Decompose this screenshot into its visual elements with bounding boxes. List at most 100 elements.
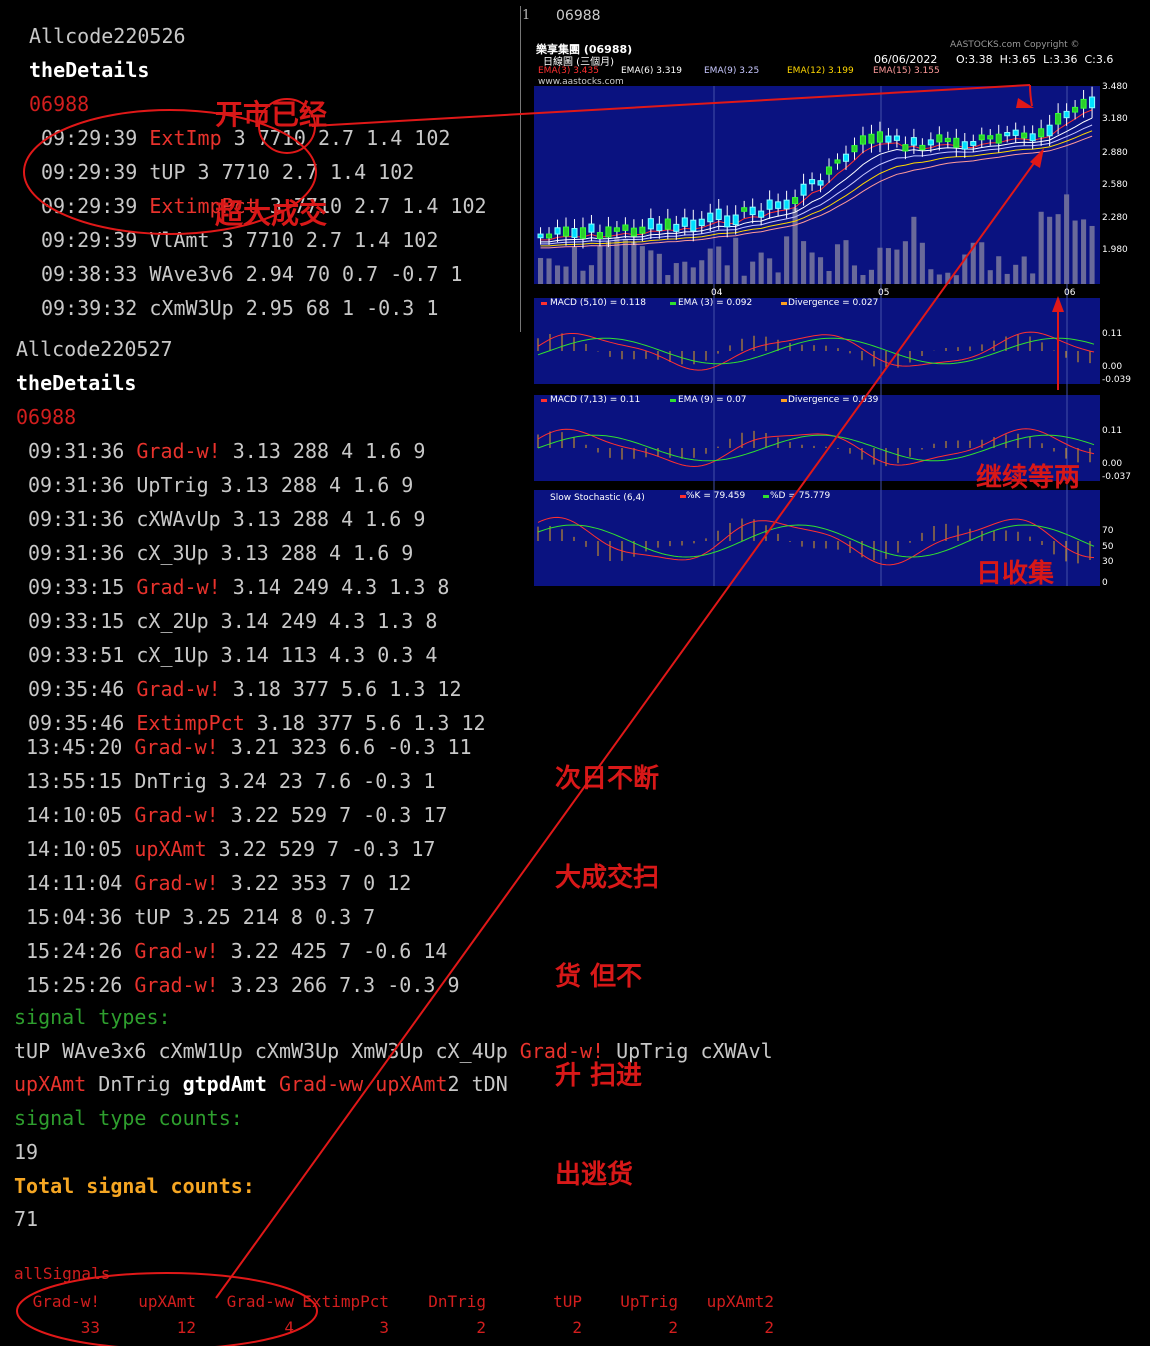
volume-bar	[665, 275, 671, 284]
macd1-ema-label: EMA (3) = 0.092	[678, 298, 753, 308]
volume-bar	[673, 263, 679, 284]
candle-body	[579, 227, 587, 239]
legend-swatch	[541, 399, 547, 402]
row-signal: WAve3v6	[149, 262, 234, 286]
chart-ohlc: O:3.38 H:3.65 L:3.36 C:3.6	[956, 53, 1114, 66]
day1-stock-code: 06988	[29, 92, 90, 116]
signal-type-counts-label: signal type counts:	[14, 1106, 243, 1130]
row-values: 3.13 288 4 1.6 9	[232, 507, 426, 531]
row-values: 3.25 214 8 0.3 7	[182, 905, 376, 929]
row-values: 3.23 266 7.3 -0.3 9	[230, 973, 460, 997]
volume-bar	[885, 248, 891, 284]
volume-bar	[758, 252, 764, 284]
volume-bar	[1021, 256, 1027, 284]
ema-legend-item: EMA(6) 3.319	[621, 66, 682, 76]
volume-bar	[775, 272, 781, 284]
legend-swatch	[781, 302, 787, 305]
row-values: 3.18 377 5.6 1.3 12	[232, 677, 462, 701]
volume-bar	[707, 248, 713, 284]
chart-copyright: AASTOCKS.com Copyright ©	[950, 40, 1080, 50]
volume-bar	[648, 250, 654, 284]
price-tick-label: 2.280	[1102, 213, 1128, 223]
row-signal: cX_1Up	[136, 643, 209, 667]
all-signals-count: 33	[80, 1318, 100, 1337]
annotation-middle-line3: 货 但不	[555, 962, 643, 992]
row-values: 3.21 323 6.6 -0.3 11	[230, 735, 472, 759]
row-signal: Grad-w!	[136, 439, 221, 463]
day1-row: 09:38:33 WAve3v6 2.94 70 0.7 -0.7 1	[41, 257, 462, 291]
volume-bar	[801, 241, 807, 284]
signal-type: WAve3x6	[62, 1039, 147, 1063]
candle-body	[953, 137, 960, 148]
annotation-middle-line1: 次日不断	[555, 764, 660, 794]
all-signals-name: tUP	[553, 1292, 582, 1311]
volume-bar	[1081, 219, 1087, 284]
all-signals-name: Grad-ww	[226, 1292, 294, 1311]
ellipse-day1-rows	[23, 109, 317, 235]
candle-body	[571, 228, 578, 238]
volume-bar	[597, 245, 603, 284]
candle-body	[783, 199, 790, 210]
day1-row: 09:29:39 ExtImp 3 7710 2.7 1.4 102	[41, 121, 450, 155]
stoch-tick: 30	[1102, 557, 1114, 567]
arrow-head-diagonal	[1030, 148, 1044, 168]
macd1-label: MACD (5,10) = 0.118	[550, 298, 646, 308]
signal-type: cXmW3Up	[254, 1039, 340, 1063]
candle-body	[902, 144, 909, 152]
volume-bar	[970, 242, 976, 284]
candle-body	[1038, 128, 1045, 138]
all-signals-name: Grad-w!	[32, 1292, 100, 1311]
annotation-top: 开市已经 超大成交	[215, 32, 327, 263]
candle-body	[1063, 110, 1070, 119]
volume-bar	[1038, 211, 1044, 284]
row-signal: DnTrig	[134, 769, 207, 793]
row-signal: ExtimpPct	[149, 194, 258, 218]
volume-bar	[1013, 264, 1019, 284]
signal-type: cXWAvl	[700, 1039, 773, 1063]
day1-row: 09:29:39 tUP 3 7710 2.7 1.4 102	[41, 155, 414, 189]
day2-after-row: 13:55:15 DnTrig 3.24 23 7.6 -0.3 1	[26, 764, 435, 798]
arrow-curve-top	[1029, 84, 1033, 107]
chart-header-bar	[534, 40, 1100, 86]
row-values: 3 7710 2.7 1.4 102	[221, 228, 439, 252]
row-signal: Grad-w!	[134, 735, 219, 759]
row-time: 14:11:04	[26, 871, 123, 895]
row-values: 3.13 288 4 1.6 9	[232, 439, 426, 463]
price-tick-label: 2.880	[1102, 148, 1128, 158]
vertical-divider	[520, 6, 521, 332]
candle-body	[749, 206, 756, 216]
price-tick-label: 2.580	[1102, 180, 1128, 190]
candle-body	[673, 223, 680, 232]
legend-swatch	[670, 302, 676, 305]
stoch-signal-line	[537, 524, 1095, 558]
day2-row: 09:33:51 cX_1Up 3.14 113 4.3 0.3 4	[28, 638, 437, 672]
day2-after-row: 14:10:05 Grad-w! 3.22 529 7 -0.3 17	[26, 798, 447, 832]
legend-swatch	[781, 399, 787, 402]
day2-stock-code: 06988	[16, 405, 77, 429]
volume-bar	[690, 267, 696, 284]
ema-legend-item: EMA(3) 3.435	[538, 66, 599, 76]
macd1-div-label: Divergence = 0.027	[788, 298, 879, 308]
row-values: 3.13 288 4 1.6 9	[220, 473, 414, 497]
day2-row: 09:31:36 cX_3Up 3.13 288 4 1.6 9	[28, 536, 413, 570]
row-values: 3.22 529 7 -0.3 17	[230, 803, 448, 827]
candle-body	[809, 179, 816, 185]
row-signal: cX_2Up	[136, 609, 209, 633]
legend-swatch	[670, 399, 676, 402]
day2-row: 09:31:36 Grad-w! 3.13 288 4 1.6 9	[28, 434, 425, 468]
candle-body	[944, 137, 951, 143]
volume-bar	[733, 237, 739, 284]
day2-after-row: 15:25:26 Grad-w! 3.23 266 7.3 -0.3 9	[26, 968, 460, 1002]
month-tick-label: 05	[878, 288, 890, 298]
candle-body	[741, 207, 748, 212]
candle-body	[698, 218, 705, 227]
signal-type: gtpdAmt	[182, 1072, 267, 1096]
volume-bar	[605, 241, 611, 284]
chart-page-number: 1	[522, 8, 531, 23]
macd1-macd-line	[537, 331, 1095, 371]
arrow-line-top	[311, 84, 1031, 127]
candle-body	[681, 217, 688, 227]
row-values: 3.22 353 7 0 12	[230, 871, 412, 895]
candle-body	[1055, 113, 1062, 125]
